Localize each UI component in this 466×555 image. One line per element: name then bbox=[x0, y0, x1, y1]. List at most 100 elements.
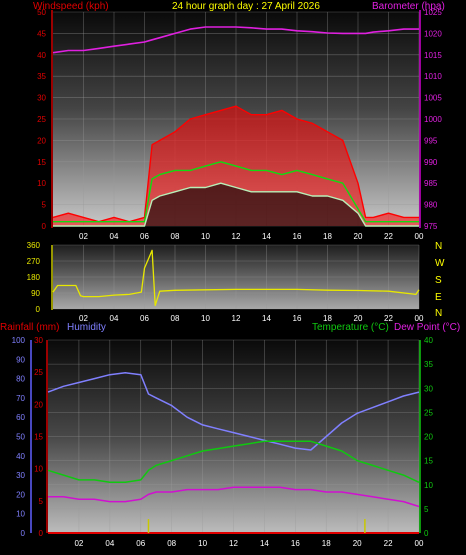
wind-x-tick-label: 00 bbox=[415, 232, 424, 241]
wind-y-tick-label: 10 bbox=[37, 179, 46, 188]
wind-x-tick-label: 18 bbox=[323, 232, 332, 241]
humidity-y-tick-label: 90 bbox=[16, 355, 25, 364]
temp-y-tick-label: 20 bbox=[424, 433, 433, 442]
humidity-y-tick-label: 50 bbox=[16, 433, 25, 442]
direction-x-tick-label: 02 bbox=[79, 314, 88, 323]
graph-title: 24 hour graph day : 27 April 2026 bbox=[172, 1, 320, 12]
humidity-y-tick-label: 60 bbox=[16, 413, 25, 422]
direction-x-tick-label: 00 bbox=[415, 314, 424, 323]
dew-point-label: Dew Point (°C) bbox=[394, 322, 460, 333]
wind-y-tick-label: 25 bbox=[37, 115, 46, 124]
direction-x-tick-label: 14 bbox=[262, 314, 271, 323]
baro-y-tick-label: 1020 bbox=[424, 29, 442, 38]
direction-x-tick-label: 12 bbox=[232, 314, 241, 323]
wind-y-tick-label: 15 bbox=[37, 158, 46, 167]
direction-line bbox=[52, 249, 420, 307]
humidity-y-tick-label: 10 bbox=[16, 510, 25, 519]
temp-x-tick-label: 12 bbox=[229, 539, 238, 548]
baro-y-tick-label: 975 bbox=[424, 222, 438, 231]
humidity-y-tick-label: 40 bbox=[16, 452, 25, 461]
direction-x-tick-label: 18 bbox=[323, 314, 332, 323]
temp-x-tick-label: 00 bbox=[415, 539, 424, 548]
temp-x-tick-label: 08 bbox=[167, 539, 176, 548]
wind-x-tick-label: 06 bbox=[140, 232, 149, 241]
wind-x-tick-label: 12 bbox=[232, 232, 241, 241]
baro-y-tick-label: 1010 bbox=[424, 72, 442, 81]
temp-y-tick-label: 5 bbox=[424, 505, 429, 514]
wind-y-tick-label: 50 bbox=[37, 8, 46, 17]
rain-y-tick-label: 20 bbox=[34, 400, 43, 409]
direction-y-tick-label: 0 bbox=[36, 305, 41, 314]
baro-y-tick-label: 985 bbox=[424, 179, 438, 188]
barometer-label: Barometer (hpa) bbox=[372, 1, 445, 12]
temp-x-tick-label: 04 bbox=[105, 539, 114, 548]
wind-x-tick-label: 10 bbox=[201, 232, 210, 241]
wind-x-tick-label: 22 bbox=[384, 232, 393, 241]
wind-x-tick-label: 14 bbox=[262, 232, 271, 241]
direction-x-tick-label: 04 bbox=[110, 314, 119, 323]
direction-x-tick-label: 06 bbox=[140, 314, 149, 323]
direction-y-tick-label: 270 bbox=[27, 257, 41, 266]
baro-y-tick-label: 1000 bbox=[424, 115, 442, 124]
humidity-y-tick-label: 80 bbox=[16, 375, 25, 384]
rain-y-tick-label: 25 bbox=[34, 368, 43, 377]
humidity-y-tick-label: 100 bbox=[12, 336, 26, 345]
temp-x-tick-label: 16 bbox=[291, 539, 300, 548]
temp-y-tick-label: 10 bbox=[424, 481, 433, 490]
temperature-line bbox=[47, 440, 420, 484]
baro-y-tick-label: 1025 bbox=[424, 8, 442, 17]
wind-y-tick-label: 45 bbox=[37, 29, 46, 38]
humidity-y-tick-label: 70 bbox=[16, 394, 25, 403]
temp-x-tick-label: 02 bbox=[74, 539, 83, 548]
temp-y-tick-label: 30 bbox=[424, 384, 433, 393]
wind-x-tick-label: 04 bbox=[110, 232, 119, 241]
direction-y-tick-label: 360 bbox=[27, 241, 41, 250]
rain-y-tick-label: 15 bbox=[34, 433, 43, 442]
humidity-line bbox=[47, 372, 420, 451]
wind-y-tick-label: 35 bbox=[37, 72, 46, 81]
temp-y-tick-label: 15 bbox=[424, 457, 433, 466]
compass-w: W bbox=[435, 258, 445, 269]
direction-series bbox=[52, 249, 420, 307]
average-line bbox=[53, 161, 419, 223]
axis-ticks: 02 04 06 08 10 12 14 16 18 20 22 000510152025303540… bbox=[12, 8, 443, 548]
wind-y-tick-label: 0 bbox=[42, 222, 47, 231]
temp-x-tick-label: 20 bbox=[353, 539, 362, 548]
wind-y-tick-label: 30 bbox=[37, 94, 46, 103]
temp-series bbox=[47, 372, 420, 534]
wind-y-tick-label: 40 bbox=[37, 51, 46, 60]
temp-y-tick-label: 0 bbox=[424, 529, 429, 538]
gust-line bbox=[52, 105, 419, 223]
wind-x-tick-label: 02 bbox=[79, 232, 88, 241]
direction-x-tick-label: 10 bbox=[201, 314, 210, 323]
rain-y-tick-label: 10 bbox=[34, 465, 43, 474]
compass-e: E bbox=[435, 292, 442, 303]
temp-x-tick-label: 14 bbox=[260, 539, 269, 548]
direction-x-tick-label: 22 bbox=[384, 314, 393, 323]
barometer-line bbox=[52, 26, 419, 54]
compass-labels: N W S E N bbox=[435, 241, 445, 319]
baro-y-tick-label: 980 bbox=[424, 201, 438, 210]
direction-x-tick-label: 20 bbox=[354, 314, 363, 323]
temp-y-tick-label: 40 bbox=[424, 336, 433, 345]
baro-y-tick-label: 1005 bbox=[424, 94, 442, 103]
temp-x-tick-label: 10 bbox=[198, 539, 207, 548]
wind-y-tick-label: 5 bbox=[42, 201, 47, 210]
direction-y-tick-label: 180 bbox=[27, 273, 41, 282]
compass-n-bottom: N bbox=[435, 308, 442, 319]
rain-y-tick-label: 5 bbox=[39, 497, 44, 506]
temperature-label: Temperature (°C) bbox=[312, 322, 389, 333]
temp-x-tick-label: 06 bbox=[136, 539, 145, 548]
compass-n-top: N bbox=[435, 241, 442, 252]
baro-y-tick-label: 1015 bbox=[424, 51, 442, 60]
wind-line bbox=[53, 182, 419, 227]
humidity-y-tick-label: 20 bbox=[16, 490, 25, 499]
wind-x-tick-label: 08 bbox=[171, 232, 180, 241]
direction-x-tick-label: 16 bbox=[293, 314, 302, 323]
direction-y-tick-label: 90 bbox=[31, 289, 40, 298]
wind-fill bbox=[53, 183, 419, 226]
dew_point-line bbox=[48, 486, 420, 508]
compass-s: S bbox=[435, 275, 442, 286]
